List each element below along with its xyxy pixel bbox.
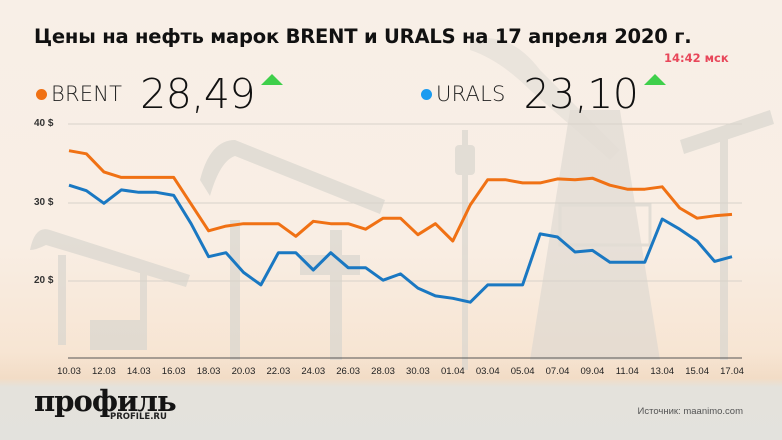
- x-tick-label: 01.04: [440, 366, 465, 377]
- up-arrow-icon: [261, 74, 284, 85]
- ticker-urals: URALS 23,10: [421, 70, 667, 118]
- chart-title: Цены на нефть марок BRENT и URALS на 17 …: [34, 25, 692, 48]
- x-tick-label: 11.04: [615, 366, 639, 377]
- ticker-value: 23,10: [523, 70, 639, 118]
- profile-logo: профиль: [34, 384, 177, 418]
- x-tick-label: 18.03: [196, 366, 221, 377]
- x-tick-label: 26.03: [336, 366, 361, 377]
- ticker-value: 28,49: [140, 70, 256, 118]
- x-tick-label: 15.04: [685, 366, 709, 377]
- urals-legend-dot-icon: [421, 88, 432, 100]
- urals-line: [68, 183, 733, 304]
- x-tick-label: 10.03: [57, 366, 81, 377]
- x-tick-label: 20.03: [231, 366, 256, 377]
- up-arrow-icon: [644, 74, 667, 85]
- timestamp: 14:42 мск: [664, 51, 729, 65]
- y-tick-label: 40 $: [34, 118, 54, 129]
- y-tick-label: 20 $: [34, 275, 54, 286]
- x-tick-label: 07.04: [545, 366, 570, 377]
- x-tick-label: 16.03: [161, 366, 186, 377]
- x-tick-label: 22.03: [266, 366, 291, 377]
- gridlines: [68, 123, 742, 282]
- x-tick-label: 05.04: [510, 366, 535, 377]
- x-tick-label: 24.03: [301, 366, 326, 377]
- ticker-name: URALS: [436, 82, 506, 106]
- ticker-name: BRENT: [51, 82, 123, 106]
- source-note: Источник: maanimo.com: [637, 406, 744, 417]
- x-tick-label: 09.04: [580, 366, 605, 377]
- x-tick-label: 03.04: [475, 366, 500, 377]
- x-tick-label: 17.04: [720, 366, 744, 377]
- x-tick-label: 12.03: [92, 366, 116, 377]
- brent-legend-dot-icon: [36, 88, 47, 100]
- x-tick-label: 13.04: [650, 366, 675, 377]
- y-tick-label: 30 $: [34, 197, 54, 208]
- x-tick-label: 30.03: [406, 366, 430, 377]
- x-tick-label: 14.03: [126, 366, 151, 377]
- ticker-brent: BRENT 28,49: [36, 70, 284, 118]
- profile-logo-url: PROFILE.RU: [110, 412, 167, 422]
- brent-line: [68, 149, 733, 243]
- x-tick-label: 28.03: [371, 366, 395, 377]
